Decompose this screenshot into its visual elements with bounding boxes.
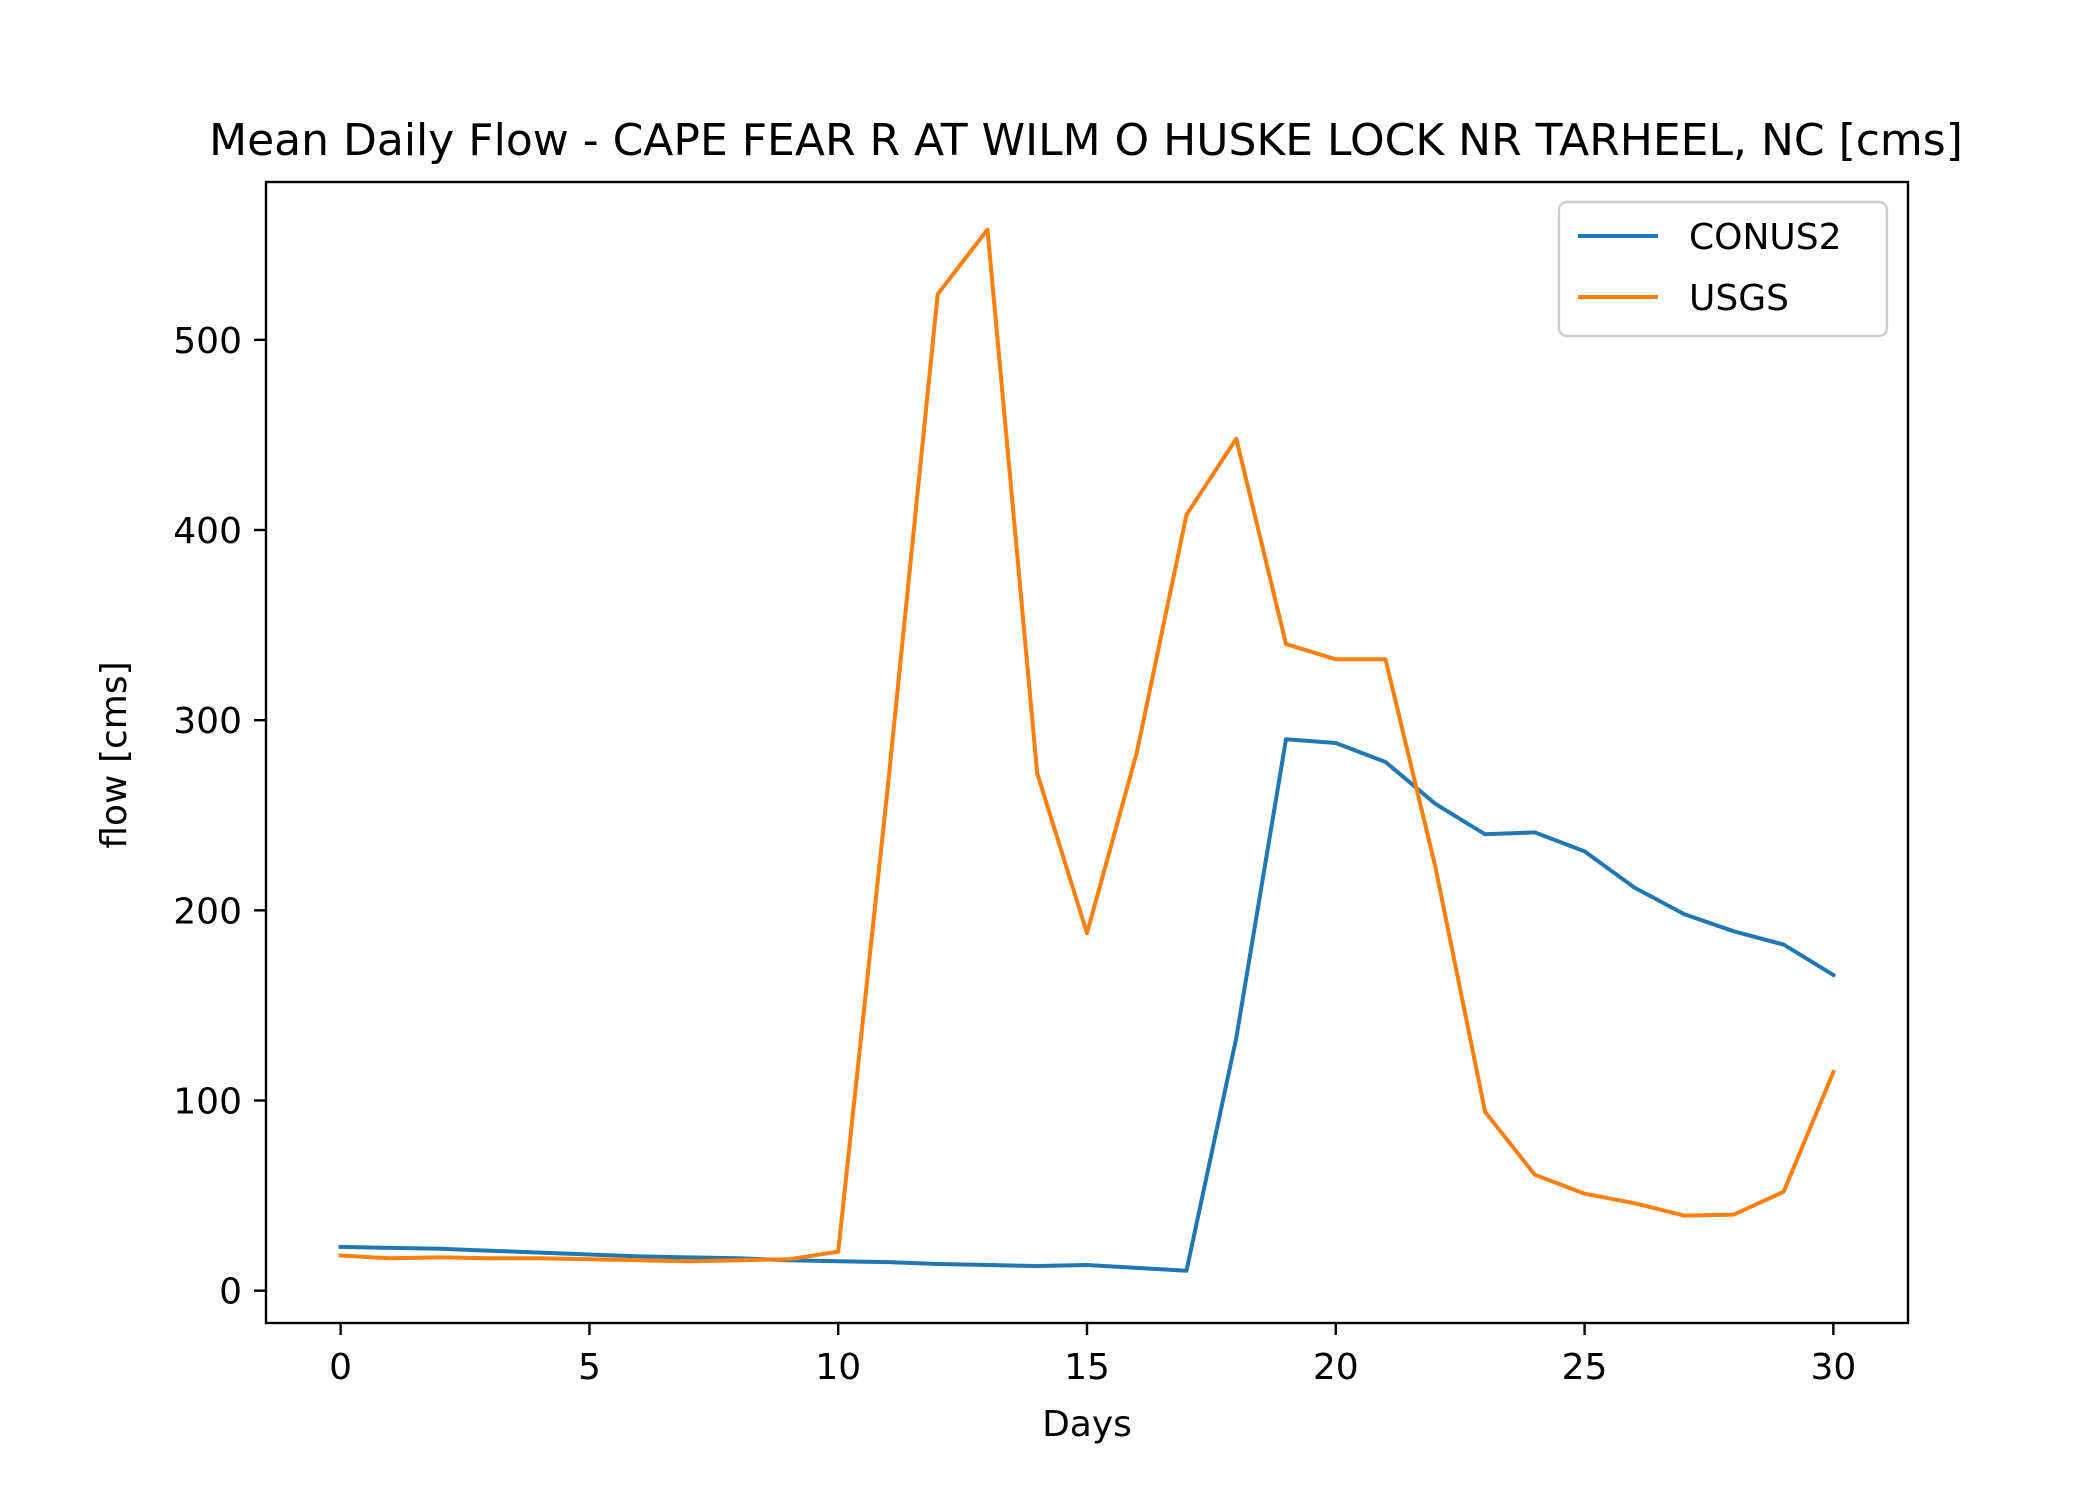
legend: CONUS2 USGS [1557, 200, 1889, 338]
y-tick-label: 500 [173, 321, 242, 362]
x-axis: 0 5 10 15 20 25 30 [329, 1323, 1856, 1388]
y-tick-label: 300 [173, 701, 242, 742]
plot-lines [338, 227, 1837, 1273]
legend-label-usgs: USGS [1689, 278, 1789, 319]
x-tick-label: 30 [1810, 1347, 1856, 1388]
x-tick-label: 10 [815, 1347, 861, 1388]
y-axis-label: flow [cms] [94, 661, 135, 848]
y-tick-label: 200 [173, 891, 242, 932]
legend-label-conus2: CONUS2 [1689, 217, 1842, 258]
x-tick-label: 25 [1562, 1347, 1608, 1388]
x-axis-label: Days [1042, 1404, 1132, 1445]
y-tick-label: 100 [173, 1082, 242, 1123]
x-tick-label: 0 [329, 1347, 352, 1388]
x-tick-label: 5 [578, 1347, 601, 1388]
series-line-conus2 [338, 737, 1837, 1273]
y-axis: 0 100 200 300 400 500 [173, 321, 266, 1313]
y-tick-label: 400 [173, 511, 242, 552]
chart-title: Mean Daily Flow - CAPE FEAR R AT WILM O … [209, 115, 1963, 166]
series-line-usgs [338, 227, 1837, 1264]
y-tick-label: 0 [219, 1272, 242, 1313]
x-tick-label: 20 [1313, 1347, 1359, 1388]
x-tick-label: 15 [1064, 1347, 1110, 1388]
